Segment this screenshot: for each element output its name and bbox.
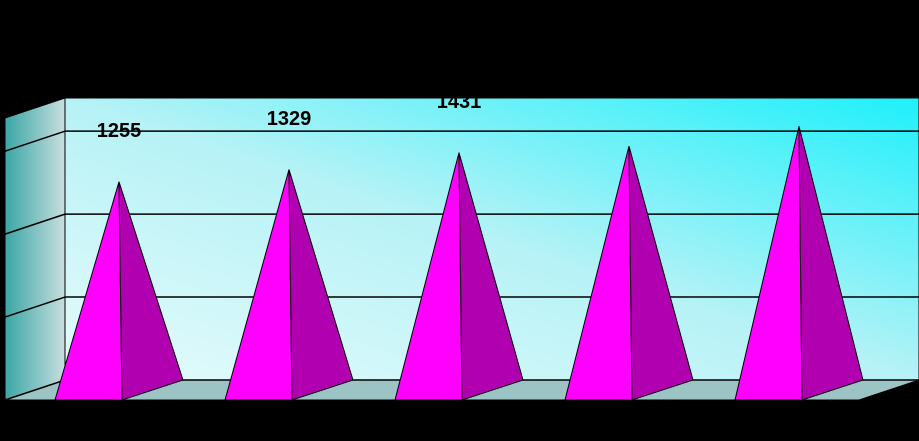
data-label: 1329 [267,108,312,130]
side-wall [4,97,66,401]
side-grid-line [4,379,66,401]
pyramid [224,169,354,401]
side-grid-line [4,296,66,318]
pyramid-side [798,126,864,401]
pyramid [54,181,184,401]
data-label: 1431 [437,91,482,113]
pyramid [734,126,864,401]
pyramid-side [628,146,694,401]
data-label: 1255 [97,120,142,142]
side-grid-line [4,130,66,152]
pyramid-side [118,181,184,401]
pyramid [564,146,694,401]
pyramid [394,152,524,401]
pyramid-side [458,152,524,401]
side-grid-line [4,213,66,235]
pyramid-side [288,169,354,401]
